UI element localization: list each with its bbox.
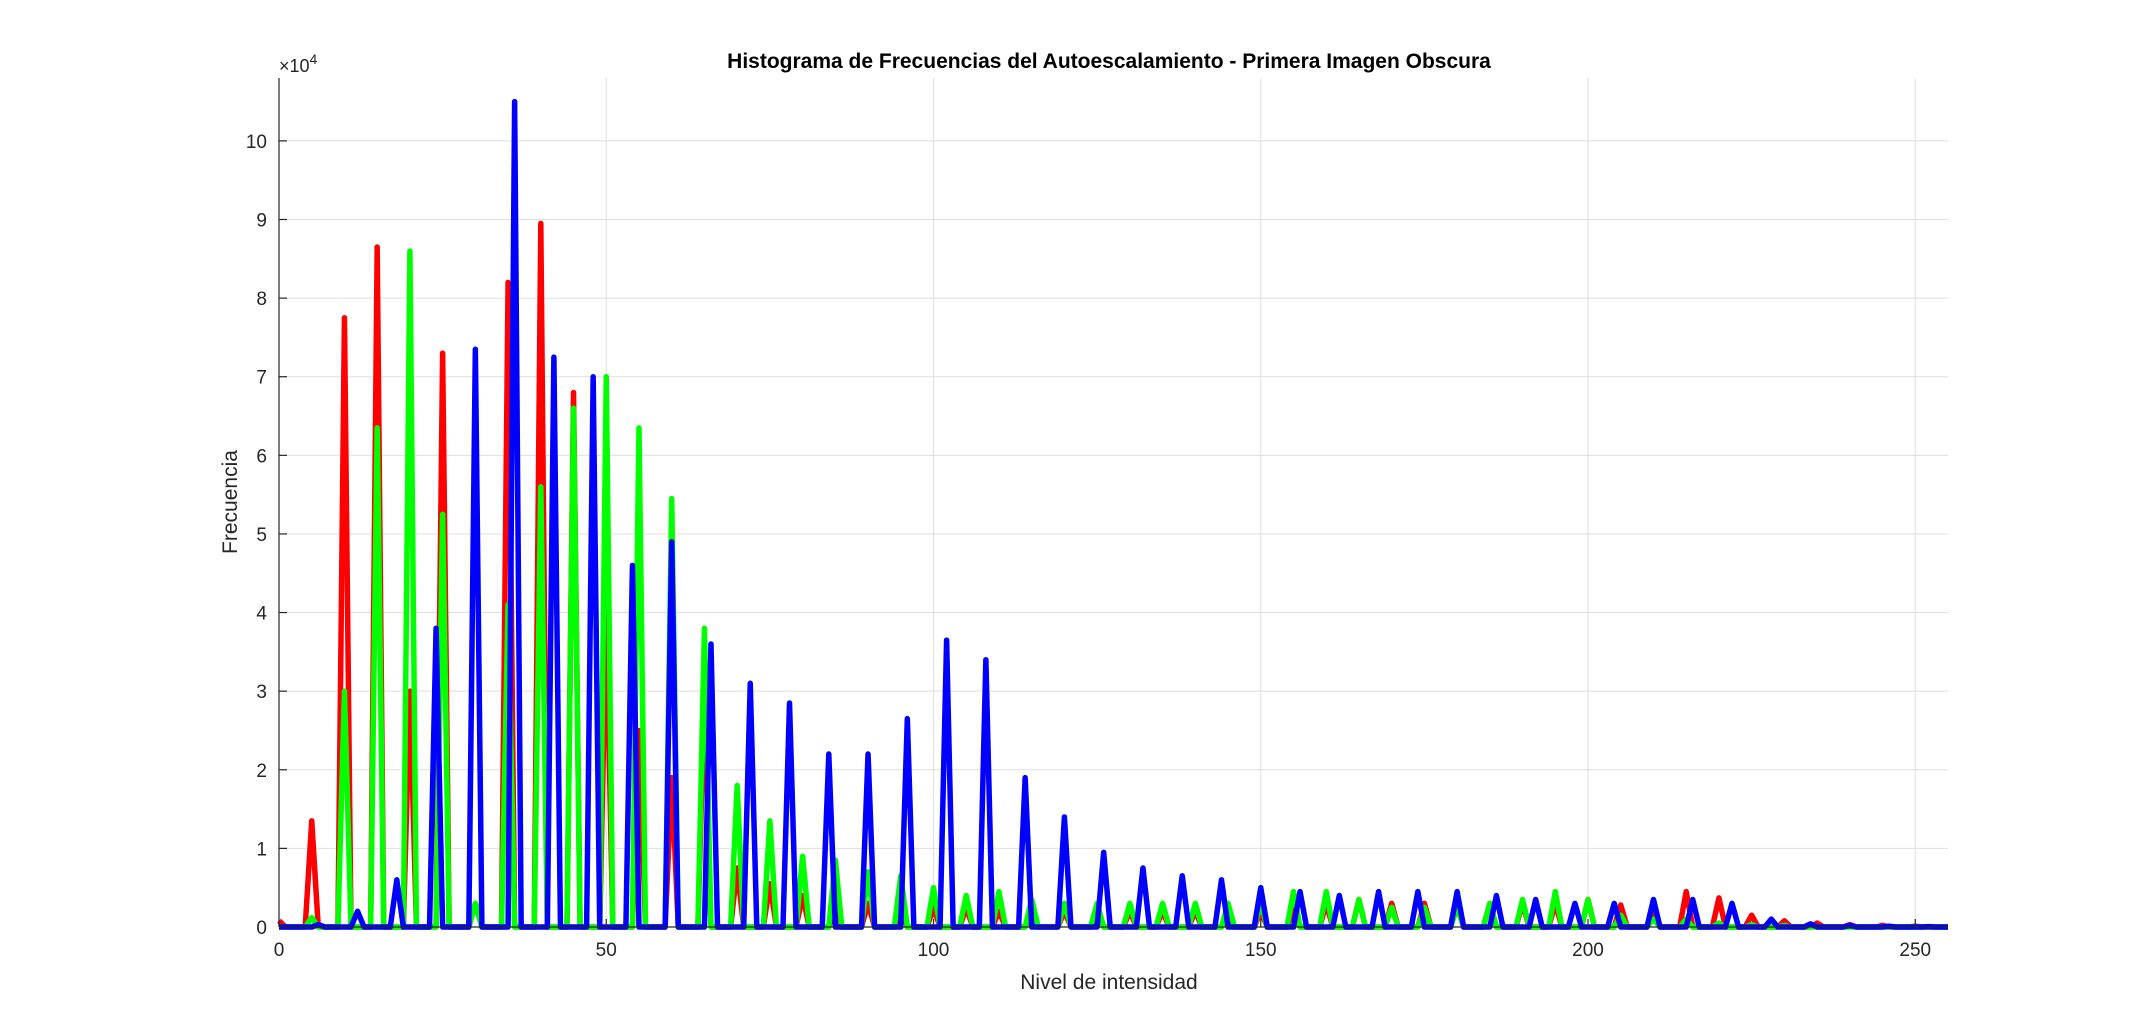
y-tick-label: 8 [256, 289, 267, 310]
axes [278, 78, 1948, 928]
series-line-2 [279, 248, 1948, 930]
x-tick-label: 200 [1572, 940, 1604, 961]
series-line-3 [279, 98, 1948, 930]
y-axis-exponent: ×104 [279, 51, 318, 76]
y-tick-label: 0 [256, 918, 267, 939]
y-tick-label: 1 [256, 839, 267, 860]
y-tick-label: 4 [256, 604, 267, 625]
x-tick-label: 50 [596, 940, 617, 961]
y-tick-label: 3 [256, 682, 267, 703]
y-tick-label: 10 [246, 132, 267, 153]
y-tick-label: 6 [256, 446, 267, 467]
tick-labels: 0 50 100 150 200 250 0 1 2 3 4 5 6 7 8 9 10 [246, 132, 1931, 961]
y-tick-label: 2 [256, 761, 267, 782]
y-tick-label: 9 [256, 211, 267, 232]
series-lines [277, 98, 1948, 930]
chart-title: Histograma de Frecuencias del Autoescala… [727, 50, 1491, 73]
y-tick-label: 7 [256, 368, 267, 389]
x-tick-label: 250 [1899, 940, 1931, 961]
y-tick-label: 5 [256, 525, 267, 546]
x-tick-label: 0 [274, 940, 285, 961]
y-axis-exponent-base: ×10 [279, 56, 310, 76]
series-line-1 [277, 220, 1948, 930]
grid [278, 78, 1948, 928]
x-axis-label: Nivel de intensidad [1020, 971, 1197, 994]
y-axis-exponent-power: 4 [310, 51, 318, 67]
y-axis-label: Frecuencia [219, 450, 242, 554]
x-tick-label: 100 [918, 940, 950, 961]
x-tick-label: 150 [1245, 940, 1277, 961]
